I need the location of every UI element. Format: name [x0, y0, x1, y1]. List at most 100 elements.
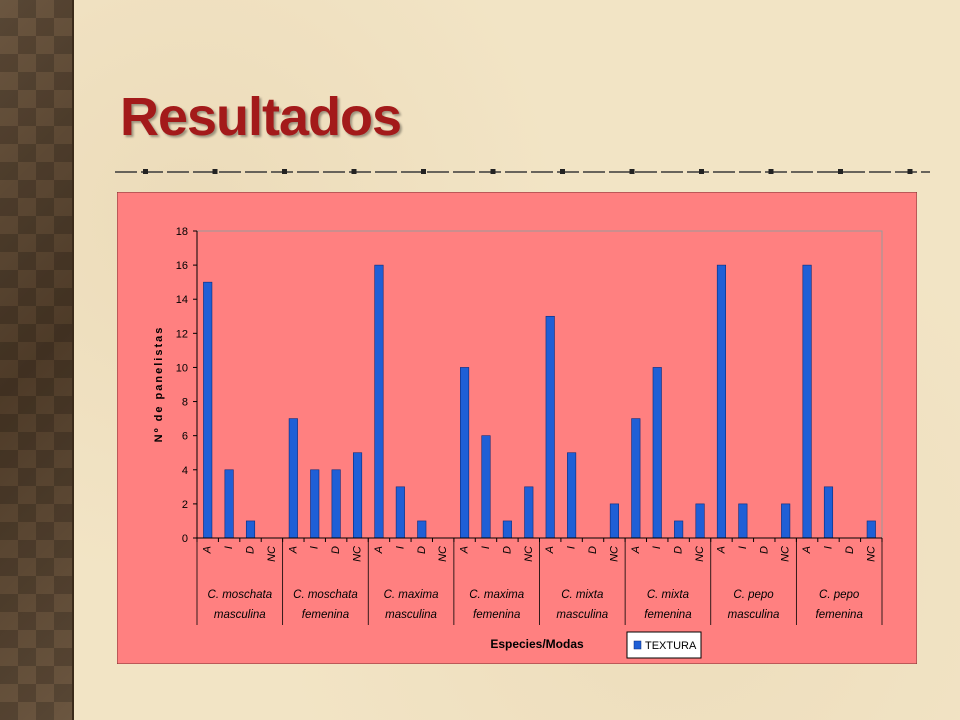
group-label-sex: femenina: [473, 609, 520, 621]
x-mode-label: D: [330, 546, 342, 554]
x-mode-label: D: [587, 546, 599, 554]
bar: [545, 315, 555, 539]
y-tick-label: 10: [176, 362, 188, 374]
bar: [502, 520, 512, 539]
x-mode-label: D: [673, 546, 685, 554]
x-mode-label: NC: [437, 546, 449, 562]
y-tick-label: 18: [176, 226, 188, 238]
divider-marker: [560, 169, 565, 174]
x-axis-title: Especies/Modas: [490, 637, 584, 651]
legend: TEXTURA: [626, 631, 702, 659]
title-divider: [115, 169, 930, 174]
x-mode-label: A: [715, 546, 727, 554]
bar: [481, 435, 491, 539]
divider-marker: [351, 169, 357, 174]
divider-marker: [699, 169, 704, 174]
legend-label: TEXTURA: [645, 640, 697, 652]
group-label-sex: femenina: [302, 609, 349, 621]
x-mode-label: D: [501, 546, 513, 554]
group-label-species: C. mixta: [561, 589, 603, 601]
x-mode-label: NC: [608, 546, 620, 562]
group-label-species: C. moschata: [208, 589, 273, 601]
y-tick-label: 8: [182, 397, 188, 409]
bar: [823, 486, 834, 539]
group-label-species: C. maxima: [384, 589, 439, 601]
y-axis-title: Nº de panelistas: [153, 326, 165, 443]
bar: [524, 486, 534, 539]
x-mode-label: A: [544, 546, 556, 554]
bar: [866, 520, 876, 539]
bar: [802, 264, 812, 539]
group-label-species: C. moschata: [293, 589, 358, 601]
y-axis: 0 2 4 6 8 10 12 14 16 18: [176, 226, 198, 545]
bar: [652, 367, 662, 539]
bar: [695, 503, 705, 539]
group-label-sex: masculina: [214, 609, 266, 621]
x-mode-label: I: [822, 546, 834, 549]
x-mode-label: D: [844, 546, 856, 554]
group-label-sex: masculina: [556, 609, 608, 621]
x-mode-label: A: [202, 546, 214, 554]
bar: [203, 281, 213, 539]
y-tick-label: 0: [182, 533, 188, 545]
x-mode-label: NC: [266, 546, 278, 562]
group-label-sex: masculina: [385, 609, 437, 621]
bar-chart: 0 2 4 6 8 10 12 14 16 18 A I D NC A I D NC A I D NC A I D NC A I D N…: [117, 192, 917, 664]
x-mode-label: A: [801, 546, 813, 554]
x-mode-label: A: [459, 546, 471, 554]
y-tick-label: 2: [182, 499, 188, 511]
divider-marker: [421, 169, 426, 174]
divider-marker: [907, 169, 913, 174]
bar: [310, 469, 320, 539]
divider-marker: [629, 169, 635, 174]
x-mode-label: I: [309, 546, 321, 549]
x-axis: A I D NC A I D NC A I D NC A I D NC A I D NC A I D NC A I D NC A I D NC…: [196, 537, 883, 625]
bar: [781, 503, 791, 539]
x-mode-label: D: [416, 546, 428, 554]
divider-marker: [490, 169, 496, 174]
x-mode-label: A: [373, 546, 385, 554]
x-mode-label: I: [737, 546, 749, 549]
x-mode-label: D: [245, 546, 257, 554]
x-mode-label: NC: [352, 546, 364, 562]
x-mode-label: NC: [865, 546, 877, 562]
bar: [417, 520, 427, 539]
bar: [609, 503, 619, 539]
decorative-side-strip: [0, 0, 74, 720]
group-label-species: C. pepo: [733, 589, 774, 601]
x-mode-label: I: [394, 546, 406, 549]
bar: [352, 452, 363, 539]
bar: [288, 418, 298, 539]
x-mode-label: A: [630, 546, 642, 554]
x-mode-label: I: [480, 546, 492, 549]
x-mode-label: D: [758, 546, 770, 554]
group-label-sex: femenina: [644, 609, 691, 621]
y-tick-label: 16: [176, 260, 188, 272]
y-tick-label: 6: [182, 431, 188, 443]
divider-marker: [282, 169, 287, 174]
bars: [203, 264, 876, 539]
bar: [224, 469, 234, 539]
y-tick-label: 4: [182, 465, 188, 477]
group-label-species: C. pepo: [819, 589, 860, 601]
bar: [331, 469, 341, 539]
divider-marker: [143, 169, 148, 174]
x-mode-label: I: [566, 546, 578, 549]
divider-marker: [768, 169, 774, 174]
bar: [631, 418, 641, 539]
legend-swatch: [633, 640, 642, 650]
slide-title: Resultados: [120, 87, 402, 147]
divider-marker: [212, 169, 218, 174]
bar: [674, 520, 684, 539]
x-mode-label: NC: [780, 546, 792, 562]
x-mode-label: NC: [694, 546, 706, 562]
plot-area: [196, 230, 883, 539]
group-label-species: C. mixta: [647, 589, 689, 601]
bar: [245, 520, 256, 539]
bar: [716, 264, 727, 539]
bar: [395, 486, 405, 539]
bar: [567, 452, 577, 539]
group-label-sex: femenina: [816, 609, 863, 621]
y-tick-label: 12: [176, 328, 188, 340]
y-tick-label: 14: [176, 294, 188, 306]
